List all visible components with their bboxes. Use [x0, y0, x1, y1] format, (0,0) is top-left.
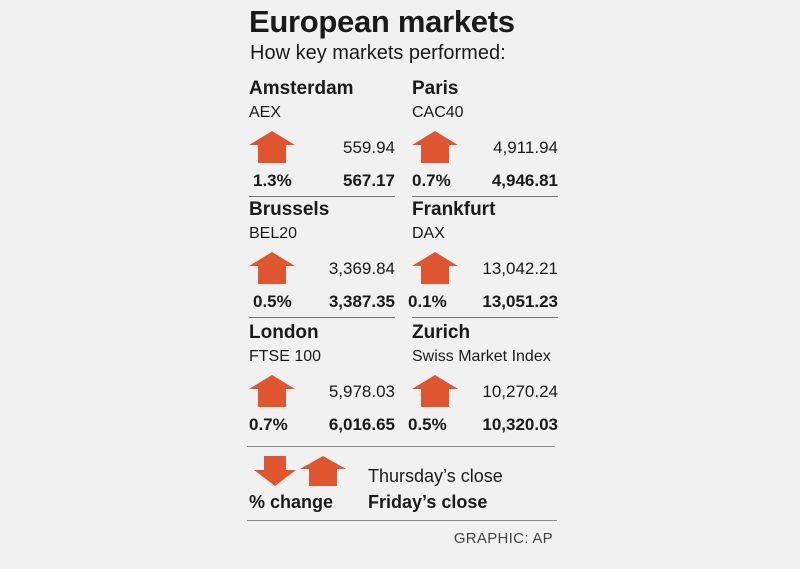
pct-change: 0.5%: [253, 292, 292, 311]
market-city: Zurich: [412, 322, 471, 343]
arrow-up-icon: [412, 252, 458, 284]
market-index: AEX: [249, 104, 282, 121]
arrow-up-icon: [249, 252, 295, 284]
arrow-up-icon: [412, 131, 458, 163]
market-index: FTSE 100: [249, 348, 322, 365]
thursday-close: 3,369.84: [328, 259, 395, 278]
market-card-brussels: Brussels BEL20 3,369.84 0.5% 3,387.35: [249, 199, 395, 318]
divider: [249, 317, 395, 318]
arrow-up-icon: [249, 131, 295, 163]
friday-close: 10,320.03: [482, 415, 558, 434]
arrow-up-icon: [412, 375, 458, 407]
pct-change: 0.1%: [408, 292, 447, 311]
friday-close: 13,051.23: [482, 292, 558, 311]
divider: [412, 317, 558, 318]
graphic-credit: GRAPHIC: AP: [453, 530, 553, 547]
market-index: BEL20: [249, 225, 298, 242]
pct-change: 0.7%: [249, 415, 288, 434]
pct-change: 0.5%: [408, 415, 447, 434]
pct-change: 1.3%: [253, 171, 292, 190]
pct-change: 0.7%: [412, 171, 451, 190]
market-card-frankfurt: Frankfurt DAX 13,042.21 0.1% 13,051.23: [408, 199, 558, 318]
market-index: DAX: [412, 225, 445, 242]
thursday-close: 5,978.03: [328, 382, 395, 401]
market-index: Swiss Market Index: [412, 348, 551, 365]
market-city: Amsterdam: [249, 78, 354, 99]
legend-pct-change-label: % change: [249, 492, 334, 512]
market-city: Brussels: [249, 199, 330, 220]
thursday-close: 13,042.21: [482, 259, 558, 278]
thursday-close: 10,270.24: [482, 382, 558, 401]
friday-close: 6,016.65: [328, 415, 395, 434]
arrow-up-icon: [249, 375, 295, 407]
market-card-amsterdam: Amsterdam AEX 559.94 1.3% 567.17: [249, 78, 395, 197]
friday-close: 3,387.35: [328, 292, 395, 311]
thursday-close: 4,911.94: [493, 138, 558, 157]
divider: [412, 196, 558, 197]
market-city: London: [249, 322, 319, 343]
friday-close: 4,946.81: [491, 171, 558, 190]
market-card-london: London FTSE 100 5,978.03 0.7% 6,016.65: [249, 322, 395, 440]
legend-divider-bottom: [247, 520, 557, 521]
legend-thursday-close-label: Thursday’s close: [368, 466, 503, 486]
friday-close: 567.17: [343, 171, 395, 190]
thursday-close: 559.94: [343, 138, 395, 157]
market-index: CAC40: [412, 104, 464, 121]
market-city: Frankfurt: [412, 199, 496, 220]
legend-friday-close-label: Friday’s close: [368, 492, 488, 512]
page-subtitle: How key markets performed:: [250, 42, 506, 64]
page-title: European markets: [249, 4, 515, 39]
arrow-up-icon: [300, 456, 346, 486]
market-card-zurich: Zurich Swiss Market Index 10,270.24 0.5%…: [408, 322, 558, 440]
arrow-down-icon: [254, 456, 296, 486]
market-city: Paris: [412, 78, 459, 99]
market-card-paris: Paris CAC40 4,911.94 0.7% 4,946.81: [412, 78, 558, 197]
legend-divider-top: [247, 446, 555, 447]
divider: [249, 196, 395, 197]
